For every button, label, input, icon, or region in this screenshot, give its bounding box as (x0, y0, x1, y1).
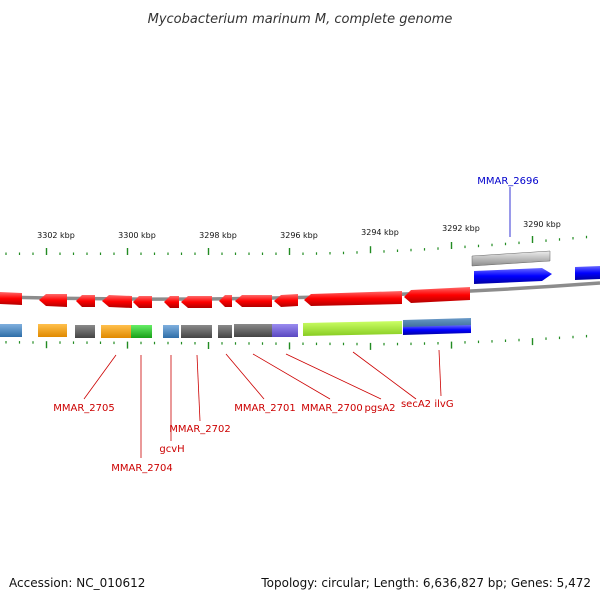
cog-box[interactable] (403, 325, 471, 335)
gene-labels: MMAR_2696 MMAR_2705 MMAR_2704 gcvH MMAR_… (53, 176, 539, 474)
cog-box[interactable] (181, 325, 212, 338)
scale-labels: 3302 kbp 3300 kbp 3298 kbp 3296 kbp 3294… (37, 220, 561, 240)
gene-label-mmar-2701[interactable]: MMAR_2701 (234, 403, 296, 414)
gene-gcvh-upstream[interactable] (133, 296, 152, 308)
cog-box[interactable] (303, 321, 402, 336)
gene-mmar-2705[interactable] (39, 294, 67, 307)
leader-line-mmar-2700 (252, 353, 331, 400)
gene-label-ilvg[interactable]: ilvG (434, 399, 453, 410)
gene-mmar-2701-upstream[interactable] (219, 295, 232, 307)
leader-line-mmar-2702 (196, 354, 201, 422)
leader-line-pgsa2 (285, 353, 382, 400)
cog-box[interactable] (0, 324, 22, 337)
gene-mmar-2696[interactable] (474, 268, 552, 284)
genome-summary-text: Topology: circular; Length: 6,636,827 bp… (260, 576, 591, 590)
cog-box[interactable] (234, 324, 272, 337)
gene-pgsa2-seca2[interactable] (304, 291, 402, 306)
tick-label: 3296 kbp (280, 231, 318, 240)
cog-box[interactable] (218, 325, 232, 338)
gene-label-gcvh[interactable]: gcvH (159, 444, 184, 455)
upper-scale-ticks (5, 235, 588, 255)
tick-label: 3302 kbp (37, 231, 75, 240)
gene-label-mmar-2702[interactable]: MMAR_2702 (169, 424, 231, 435)
gene-label-mmar-2700[interactable]: MMAR_2700 (301, 403, 363, 414)
cog-box[interactable] (272, 324, 298, 337)
gene-mmar-2701[interactable] (235, 295, 272, 307)
gene-label-mmar-2704[interactable]: MMAR_2704 (111, 463, 173, 474)
leader-line-seca2 (352, 351, 417, 400)
leader-line-mmar-2705 (83, 354, 117, 400)
tick-label: 3290 kbp (523, 220, 561, 229)
cog-box[interactable] (75, 325, 95, 338)
cog-box[interactable] (131, 325, 152, 338)
lower-scale-ticks (5, 334, 588, 350)
leader-line-ilvg (438, 349, 442, 397)
cog-box[interactable] (38, 324, 67, 337)
genome-title: Mycobacterium marinum M, complete genome (148, 12, 453, 27)
gene-mmar-2702[interactable] (181, 296, 212, 308)
cog-category-track (0, 318, 471, 338)
gene-ilvg[interactable] (404, 287, 470, 303)
tick-label: 3294 kbp (361, 228, 399, 237)
gene-forward-edge[interactable] (575, 266, 600, 280)
gene-label-mmar-2705[interactable]: MMAR_2705 (53, 403, 115, 414)
tick-label: 3298 kbp (199, 231, 237, 240)
gene-mmar-2704[interactable] (102, 295, 132, 308)
tick-label: 3300 kbp (118, 231, 156, 240)
gene-label-seca2[interactable]: secA2 (401, 399, 431, 410)
gene-mmar-2704-upstream[interactable] (76, 295, 95, 307)
gene-label-mmar-2696[interactable]: MMAR_2696 (477, 176, 539, 187)
leader-line-mmar-2701 (225, 353, 265, 400)
gene-label-pgsa2[interactable]: pgsA2 (364, 403, 395, 414)
gene-reverse-edge[interactable] (0, 292, 22, 305)
label-leader-lines (83, 187, 511, 458)
cog-box[interactable] (101, 325, 131, 338)
gene-gcvh[interactable] (164, 296, 179, 308)
forward-strand-genes (471, 250, 600, 284)
tick-label: 3292 kbp (442, 224, 480, 233)
accession-text: Accession: NC_010612 (9, 576, 145, 590)
gene-mmar-2700[interactable] (274, 294, 298, 307)
gene-pseudo-forward[interactable] (471, 250, 551, 267)
cog-box[interactable] (163, 325, 179, 338)
reverse-strand-genes (0, 287, 470, 308)
